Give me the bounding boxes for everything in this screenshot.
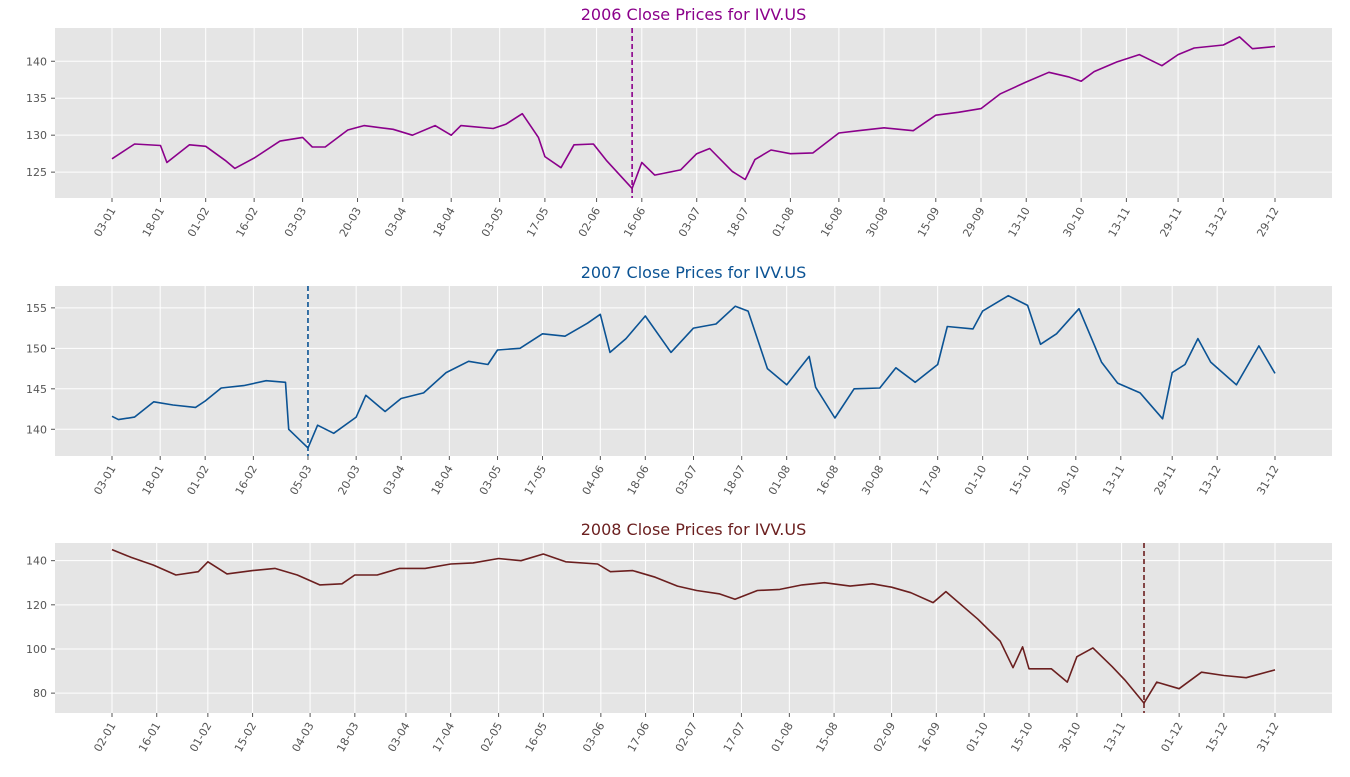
chart-title: 2007 Close Prices for IVV.US bbox=[581, 263, 807, 282]
y-tick-label: 140 bbox=[26, 555, 47, 568]
y-tick-label: 145 bbox=[26, 383, 47, 396]
y-tick-label: 80 bbox=[33, 687, 47, 700]
price-line bbox=[111, 294, 1276, 449]
y-tick-label: 130 bbox=[26, 129, 47, 142]
y-tick-label: 140 bbox=[26, 423, 47, 436]
y-tick-label: 135 bbox=[26, 92, 47, 105]
y-tick-label: 155 bbox=[26, 302, 47, 315]
plot-area bbox=[55, 28, 1332, 198]
chart-title: 2008 Close Prices for IVV.US bbox=[581, 520, 807, 539]
y-tick-label: 125 bbox=[26, 166, 47, 179]
y-tick-label: 100 bbox=[26, 643, 47, 656]
price-line bbox=[111, 548, 1276, 704]
y-tick-label: 150 bbox=[26, 342, 47, 355]
y-tick-label: 140 bbox=[26, 55, 47, 68]
price-line bbox=[111, 36, 1276, 190]
chart-panel-1: 2006 Close Prices for IVV.US 125 130 135 140… bbox=[26, 5, 1332, 239]
y-tick-label: 120 bbox=[26, 599, 47, 612]
chart-title: 2006 Close Prices for IVV.US bbox=[581, 5, 807, 24]
